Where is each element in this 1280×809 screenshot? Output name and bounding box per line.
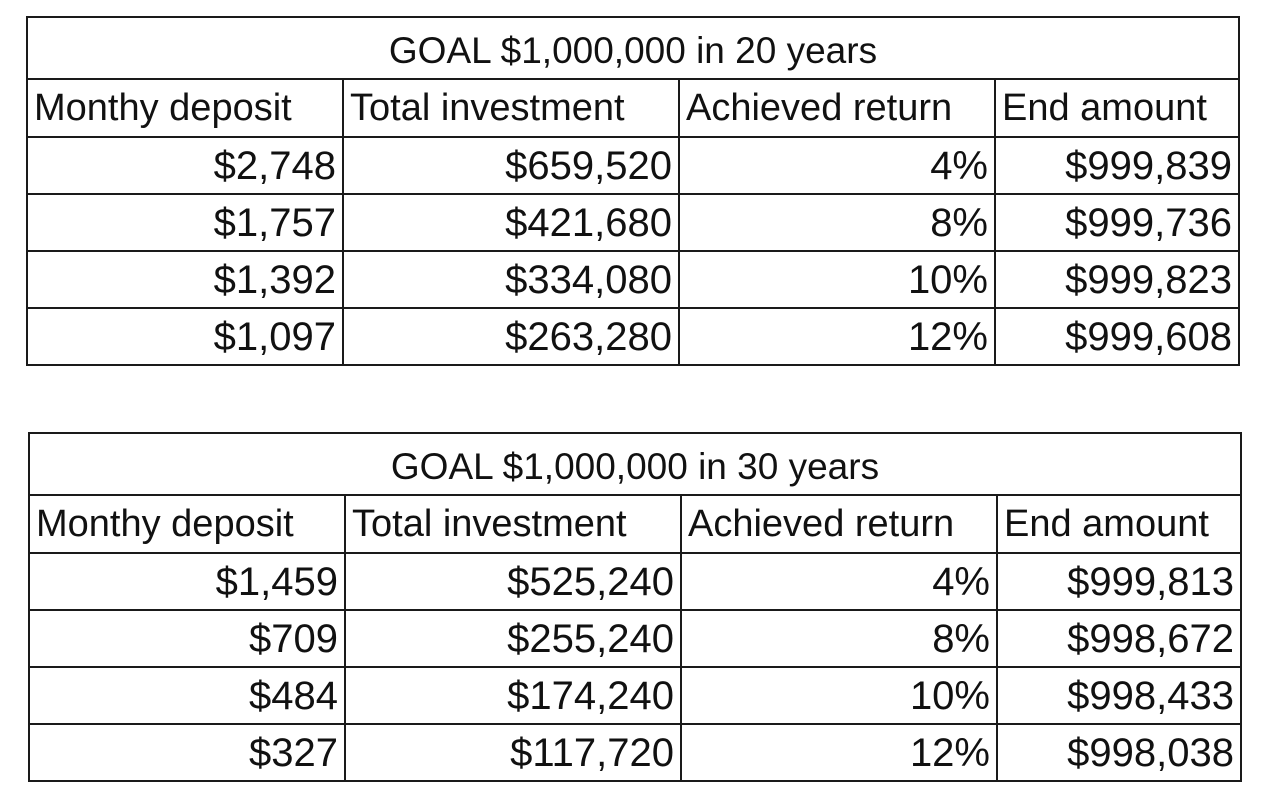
table-row: $2,748 $659,520 4% $999,839 [26, 136, 1240, 195]
cell-achieved-return: 12% [680, 723, 998, 782]
cell-achieved-return: 4% [680, 552, 998, 611]
column-header-end-amount: End amount [996, 494, 1242, 554]
goal-table-30-years: GOAL $1,000,000 in 30 years Monthy depos… [28, 432, 1242, 782]
cell-end-amount: $999,839 [994, 136, 1240, 195]
table-row: $1,097 $263,280 12% $999,608 [26, 307, 1240, 366]
column-header-achieved-return: Achieved return [680, 494, 998, 554]
cell-achieved-return: 8% [678, 193, 996, 252]
cell-monthly-deposit: $2,748 [26, 136, 344, 195]
cell-total-investment: $525,240 [344, 552, 682, 611]
cell-end-amount: $999,823 [994, 250, 1240, 309]
table-title-row: GOAL $1,000,000 in 30 years [28, 432, 1242, 496]
table-header-row: Monthy deposit Total investment Achieved… [26, 78, 1240, 138]
cell-achieved-return: 10% [680, 666, 998, 725]
cell-total-investment: $174,240 [344, 666, 682, 725]
table-title: GOAL $1,000,000 in 30 years [28, 432, 1242, 496]
table-row: $1,757 $421,680 8% $999,736 [26, 193, 1240, 252]
column-header-achieved-return: Achieved return [678, 78, 996, 138]
cell-end-amount: $998,038 [996, 723, 1242, 782]
cell-total-investment: $263,280 [342, 307, 680, 366]
cell-achieved-return: 8% [680, 609, 998, 668]
cell-end-amount: $998,672 [996, 609, 1242, 668]
table-row: $484 $174,240 10% $998,433 [28, 666, 1242, 725]
cell-total-investment: $334,080 [342, 250, 680, 309]
cell-total-investment: $659,520 [342, 136, 680, 195]
cell-monthly-deposit: $1,459 [28, 552, 346, 611]
column-header-end-amount: End amount [994, 78, 1240, 138]
cell-total-investment: $255,240 [344, 609, 682, 668]
cell-monthly-deposit: $1,392 [26, 250, 344, 309]
cell-total-investment: $421,680 [342, 193, 680, 252]
cell-monthly-deposit: $327 [28, 723, 346, 782]
column-header-total-investment: Total investment [342, 78, 680, 138]
cell-end-amount: $999,736 [994, 193, 1240, 252]
table-title: GOAL $1,000,000 in 20 years [26, 16, 1240, 80]
table-header-row: Monthy deposit Total investment Achieved… [28, 494, 1242, 554]
goal-table-20-years: GOAL $1,000,000 in 20 years Monthy depos… [26, 16, 1240, 366]
column-header-monthly-deposit: Monthy deposit [26, 78, 344, 138]
cell-total-investment: $117,720 [344, 723, 682, 782]
cell-monthly-deposit: $709 [28, 609, 346, 668]
cell-monthly-deposit: $1,097 [26, 307, 344, 366]
cell-end-amount: $999,813 [996, 552, 1242, 611]
cell-achieved-return: 12% [678, 307, 996, 366]
cell-end-amount: $999,608 [994, 307, 1240, 366]
cell-monthly-deposit: $484 [28, 666, 346, 725]
cell-achieved-return: 10% [678, 250, 996, 309]
column-header-total-investment: Total investment [344, 494, 682, 554]
table-row: $327 $117,720 12% $998,038 [28, 723, 1242, 782]
table-row: $1,392 $334,080 10% $999,823 [26, 250, 1240, 309]
cell-end-amount: $998,433 [996, 666, 1242, 725]
cell-monthly-deposit: $1,757 [26, 193, 344, 252]
table-title-row: GOAL $1,000,000 in 20 years [26, 16, 1240, 80]
table-row: $1,459 $525,240 4% $999,813 [28, 552, 1242, 611]
cell-achieved-return: 4% [678, 136, 996, 195]
column-header-monthly-deposit: Monthy deposit [28, 494, 346, 554]
table-row: $709 $255,240 8% $998,672 [28, 609, 1242, 668]
